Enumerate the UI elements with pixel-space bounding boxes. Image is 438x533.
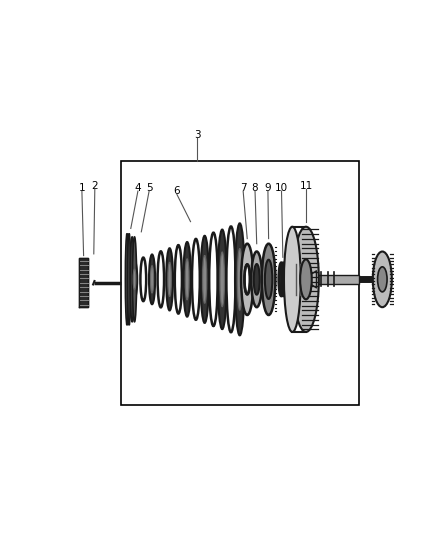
Ellipse shape: [254, 264, 260, 295]
Ellipse shape: [293, 227, 319, 332]
Polygon shape: [79, 259, 88, 307]
Ellipse shape: [127, 233, 131, 325]
Ellipse shape: [244, 264, 250, 294]
Ellipse shape: [130, 237, 134, 322]
Bar: [312, 274, 359, 284]
Ellipse shape: [373, 252, 392, 307]
Bar: [121, 160, 359, 405]
Ellipse shape: [279, 263, 284, 296]
Text: 7: 7: [240, 183, 247, 193]
Ellipse shape: [203, 255, 207, 303]
Text: 1: 1: [78, 183, 85, 193]
Ellipse shape: [209, 233, 218, 326]
Ellipse shape: [262, 244, 276, 315]
Text: 10: 10: [275, 183, 288, 193]
Ellipse shape: [237, 248, 242, 310]
Ellipse shape: [141, 257, 146, 301]
Ellipse shape: [132, 237, 137, 322]
Text: 2: 2: [92, 181, 98, 191]
Ellipse shape: [220, 252, 224, 306]
Ellipse shape: [185, 259, 189, 300]
Ellipse shape: [251, 252, 262, 307]
Ellipse shape: [378, 267, 387, 292]
Ellipse shape: [184, 242, 191, 317]
Ellipse shape: [284, 227, 301, 332]
Text: 8: 8: [252, 183, 258, 193]
Text: 4: 4: [134, 183, 141, 193]
Ellipse shape: [149, 254, 155, 304]
Ellipse shape: [300, 260, 312, 300]
Ellipse shape: [241, 244, 253, 315]
Ellipse shape: [151, 265, 154, 293]
Text: 6: 6: [173, 186, 180, 196]
Ellipse shape: [235, 223, 244, 335]
Text: 9: 9: [265, 183, 271, 193]
Ellipse shape: [192, 239, 200, 320]
Ellipse shape: [132, 261, 137, 298]
Ellipse shape: [175, 245, 182, 313]
Ellipse shape: [201, 236, 209, 323]
Text: 11: 11: [299, 181, 313, 191]
Ellipse shape: [168, 262, 171, 296]
Ellipse shape: [158, 252, 164, 308]
Ellipse shape: [133, 269, 136, 289]
Text: 5: 5: [146, 183, 152, 193]
Ellipse shape: [218, 230, 226, 329]
Text: 3: 3: [194, 130, 201, 140]
Ellipse shape: [166, 248, 173, 310]
Ellipse shape: [265, 260, 272, 299]
Ellipse shape: [282, 263, 286, 296]
Polygon shape: [311, 271, 317, 288]
Ellipse shape: [226, 227, 236, 332]
Ellipse shape: [125, 233, 129, 325]
